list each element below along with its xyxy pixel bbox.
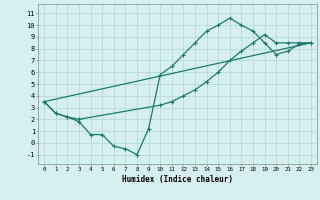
X-axis label: Humidex (Indice chaleur): Humidex (Indice chaleur) [122,175,233,184]
